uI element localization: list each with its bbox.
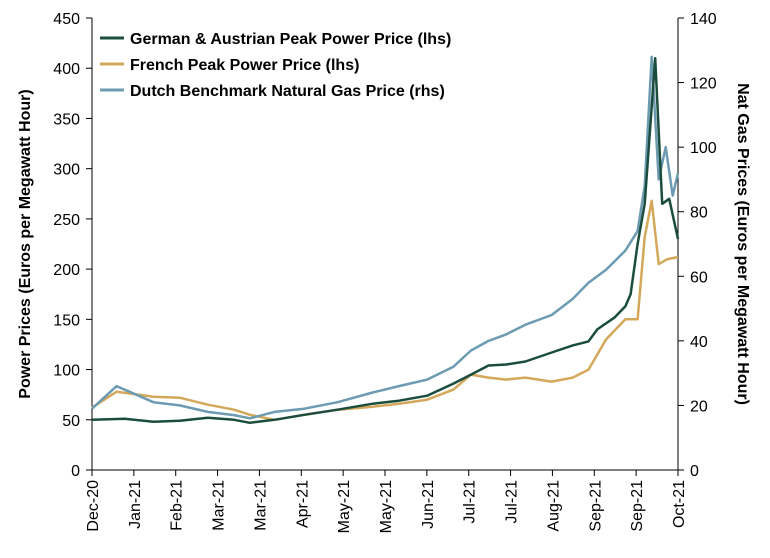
x-tick-label: Sep-21 [587,480,604,532]
right-tick-label: 80 [690,205,708,222]
x-tick-label: Mar-21 [252,480,269,531]
legend-entry-french: French Peak Power Price (lhs) [130,57,359,74]
series-line-dutch [91,55,680,420]
left-axis-title: Power Prices (Euros per Megawatt Hour) [17,89,34,398]
right-tick-label: 140 [690,11,717,28]
legend-entry-german: German & Austrian Peak Power Price (lhs) [130,31,451,48]
x-tick-label: Dec-20 [85,480,102,532]
plot-area: 0 50 100 150 200 250 300 350 400 450 0 20 40 60 80 100… [53,11,717,533]
legend: German & Austrian Peak Power Price (lhs)… [100,31,451,100]
left-tick-label: 0 [71,463,80,480]
left-tick-label: 450 [53,11,80,28]
left-y-ticks: 0 50 100 150 200 250 300 350 400 450 [53,11,92,480]
left-tick-label: 300 [53,162,80,179]
x-tick-label: Sep-21 [629,480,646,532]
left-tick-label: 50 [62,413,80,430]
right-axis-title: Nat Gas Prices (Euros per Megawatt Hour) [734,83,751,405]
left-tick-label: 200 [53,262,80,279]
right-tick-label: 0 [690,463,699,480]
right-tick-label: 20 [690,398,708,415]
x-tick-label: Jan-21 [127,480,144,529]
x-tick-label: Oct-21 [671,480,688,528]
x-ticks: Dec-20 Jan-21 Feb-21 Mar-21 Mar-21 Apr-21 May-… [85,470,688,533]
left-tick-label: 100 [53,363,80,380]
x-tick-label: Jun-21 [420,480,437,529]
right-tick-label: 60 [690,269,708,286]
series-group [91,55,680,425]
x-tick-label: May-21 [378,480,395,533]
series-line-german [91,56,680,425]
left-tick-label: 150 [53,312,80,329]
x-tick-label: Mar-21 [211,480,228,531]
series-line-french [91,199,679,422]
x-tick-label: Jul-21 [462,480,479,524]
x-tick-label: May-21 [336,480,353,533]
legend-entry-dutch: Dutch Benchmark Natural Gas Price (rhs) [130,83,445,100]
left-tick-label: 350 [53,111,80,128]
x-tick-label: Jul-21 [504,480,521,524]
left-tick-label: 250 [53,212,80,229]
x-tick-label: Apr-21 [294,480,311,528]
right-tick-label: 120 [690,76,717,93]
left-tick-label: 400 [53,61,80,78]
right-y-ticks: 0 20 40 60 80 100 120 140 [678,11,717,480]
x-tick-label: Aug-21 [545,480,562,532]
x-tick-label: Feb-21 [169,480,186,531]
right-tick-label: 40 [690,334,708,351]
right-tick-label: 100 [690,140,717,157]
